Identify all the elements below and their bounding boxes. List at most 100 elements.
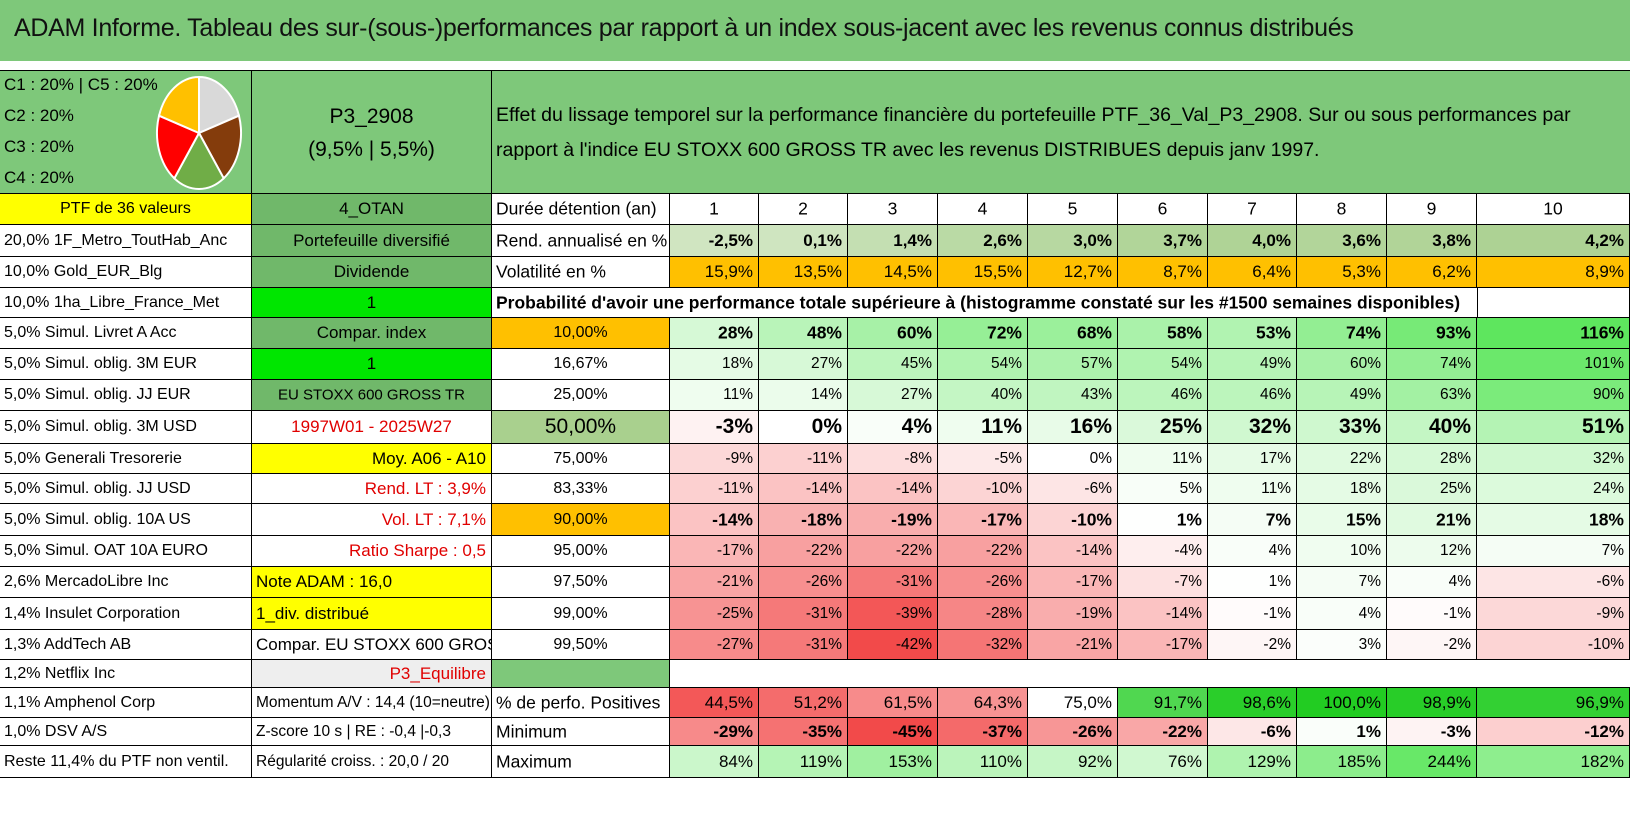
- holding-row[interactable]: 1,3% AddTech AB: [0, 630, 252, 660]
- probability-value[interactable]: -7%: [1118, 567, 1208, 598]
- year-header[interactable]: 4: [938, 194, 1028, 225]
- probability-value[interactable]: 32%: [1477, 444, 1630, 474]
- z-score[interactable]: Z-score 10 s | RE : -0,4 |-0,3: [252, 718, 492, 746]
- probability-value[interactable]: -25%: [670, 598, 759, 630]
- minimum-value[interactable]: -22%: [1118, 718, 1208, 746]
- probability-value[interactable]: -17%: [1028, 567, 1118, 598]
- probability-value[interactable]: 57%: [1028, 349, 1118, 380]
- probability-value[interactable]: 11%: [670, 380, 759, 411]
- probability-value[interactable]: -3%: [670, 411, 759, 444]
- probability-threshold[interactable]: 25,00%: [492, 380, 670, 411]
- minimum-value[interactable]: -12%: [1477, 718, 1630, 746]
- probability-value[interactable]: 16%: [1028, 411, 1118, 444]
- probability-value[interactable]: -31%: [848, 567, 938, 598]
- probability-value[interactable]: -18%: [759, 504, 848, 536]
- volatility-value[interactable]: 15,5%: [938, 257, 1028, 288]
- holding-row[interactable]: 1,0% DSV A/S: [0, 718, 252, 746]
- probability-threshold[interactable]: 95,00%: [492, 536, 670, 567]
- probability-value[interactable]: 3%: [1297, 630, 1387, 660]
- holding-row[interactable]: 1,4% Insulet Corporation: [0, 598, 252, 630]
- probability-value[interactable]: -28%: [938, 598, 1028, 630]
- probability-value[interactable]: -10%: [938, 474, 1028, 504]
- probability-value[interactable]: -42%: [848, 630, 938, 660]
- probability-value[interactable]: -2%: [1208, 630, 1297, 660]
- probability-value[interactable]: 4%: [848, 411, 938, 444]
- strategy-label[interactable]: 4_OTAN: [252, 194, 492, 225]
- probability-value[interactable]: 40%: [1387, 411, 1477, 444]
- minimum-label[interactable]: Minimum: [492, 718, 670, 746]
- portfolio-type[interactable]: Portefeuille diversifié: [252, 225, 492, 257]
- momentum[interactable]: Momentum A/V : 14,4 (10=neutre): [252, 688, 492, 718]
- maximum-value[interactable]: 244%: [1387, 746, 1477, 778]
- probability-value[interactable]: -1%: [1387, 598, 1477, 630]
- positive-perf-value[interactable]: 96,9%: [1477, 688, 1630, 718]
- probability-value[interactable]: -19%: [1028, 598, 1118, 630]
- probability-value[interactable]: 25%: [1118, 411, 1208, 444]
- probability-value[interactable]: -31%: [759, 630, 848, 660]
- probability-value[interactable]: -22%: [848, 536, 938, 567]
- probability-value[interactable]: 18%: [1477, 504, 1630, 536]
- holding-row[interactable]: 10,0% Gold_EUR_Blg: [0, 257, 252, 288]
- probability-value[interactable]: -6%: [1028, 474, 1118, 504]
- holding-row[interactable]: 5,0% Simul. oblig. 10A US: [0, 504, 252, 536]
- positive-perf-value[interactable]: 51,2%: [759, 688, 848, 718]
- probability-value[interactable]: 72%: [938, 318, 1028, 349]
- index-comparison[interactable]: Compar. EU STOXX 600 GROSS TR: [252, 630, 492, 660]
- period-range[interactable]: 1997W01 - 2025W27: [252, 411, 492, 444]
- holding-row[interactable]: 20,0% 1F_Metro_ToutHab_Anc: [0, 225, 252, 257]
- probability-value[interactable]: -17%: [938, 504, 1028, 536]
- maximum-value[interactable]: 185%: [1297, 746, 1387, 778]
- probability-value[interactable]: 40%: [938, 380, 1028, 411]
- probability-threshold[interactable]: 16,67%: [492, 349, 670, 380]
- probability-value[interactable]: 93%: [1387, 318, 1477, 349]
- year-header[interactable]: 8: [1297, 194, 1387, 225]
- income-mode[interactable]: Dividende: [252, 257, 492, 288]
- maximum-value[interactable]: 119%: [759, 746, 848, 778]
- year-header[interactable]: 1: [670, 194, 759, 225]
- annual-return-value[interactable]: 3,0%: [1028, 225, 1118, 257]
- volatility-value[interactable]: 13,5%: [759, 257, 848, 288]
- holding-row[interactable]: 5,0% Simul. OAT 10A EURO: [0, 536, 252, 567]
- probability-value[interactable]: -31%: [759, 598, 848, 630]
- adam-score[interactable]: Note ADAM : 16,0: [252, 567, 492, 598]
- probability-value[interactable]: 49%: [1297, 380, 1387, 411]
- probability-value[interactable]: 74%: [1387, 349, 1477, 380]
- annual-return-value[interactable]: 0,1%: [759, 225, 848, 257]
- probability-value[interactable]: 54%: [1118, 349, 1208, 380]
- minimum-value[interactable]: -35%: [759, 718, 848, 746]
- spacer-green[interactable]: [492, 660, 670, 688]
- probability-threshold[interactable]: 75,00%: [492, 444, 670, 474]
- holding-row[interactable]: 10,0% 1ha_Libre_France_Met: [0, 288, 252, 318]
- probability-value[interactable]: 7%: [1297, 567, 1387, 598]
- probability-value[interactable]: -21%: [670, 567, 759, 598]
- probability-value[interactable]: 68%: [1028, 318, 1118, 349]
- probability-value[interactable]: 46%: [1208, 380, 1297, 411]
- flag-2[interactable]: 1: [252, 349, 492, 380]
- probability-value[interactable]: 4%: [1387, 567, 1477, 598]
- positive-perf-value[interactable]: 75,0%: [1028, 688, 1118, 718]
- probability-value[interactable]: -14%: [670, 504, 759, 536]
- holding-row[interactable]: 1,1% Amphenol Corp: [0, 688, 252, 718]
- probability-value[interactable]: -14%: [848, 474, 938, 504]
- minimum-value[interactable]: -3%: [1387, 718, 1477, 746]
- probability-value[interactable]: -21%: [1028, 630, 1118, 660]
- probability-value[interactable]: 24%: [1477, 474, 1630, 504]
- probability-value[interactable]: -26%: [938, 567, 1028, 598]
- profile-name[interactable]: P3_Equilibre: [252, 660, 492, 688]
- maximum-value[interactable]: 129%: [1208, 746, 1297, 778]
- probability-value[interactable]: 1%: [1208, 567, 1297, 598]
- minimum-value[interactable]: -37%: [938, 718, 1028, 746]
- volatility-value[interactable]: 6,4%: [1208, 257, 1297, 288]
- probability-value[interactable]: 74%: [1297, 318, 1387, 349]
- maximum-value[interactable]: 84%: [670, 746, 759, 778]
- probability-value[interactable]: -11%: [759, 444, 848, 474]
- annual-return-label[interactable]: Rend. annualisé en %: [492, 225, 670, 257]
- holding-row[interactable]: 2,6% MercadoLibre Inc: [0, 567, 252, 598]
- year-header[interactable]: 6: [1118, 194, 1208, 225]
- probability-value[interactable]: -10%: [1477, 630, 1630, 660]
- positive-perf-value[interactable]: 98,6%: [1208, 688, 1297, 718]
- volatility-value[interactable]: 12,7%: [1028, 257, 1118, 288]
- probability-value[interactable]: 0%: [759, 411, 848, 444]
- holding-row[interactable]: Reste 11,4% du PTF non ventil.: [0, 746, 252, 778]
- annual-return-value[interactable]: 2,6%: [938, 225, 1028, 257]
